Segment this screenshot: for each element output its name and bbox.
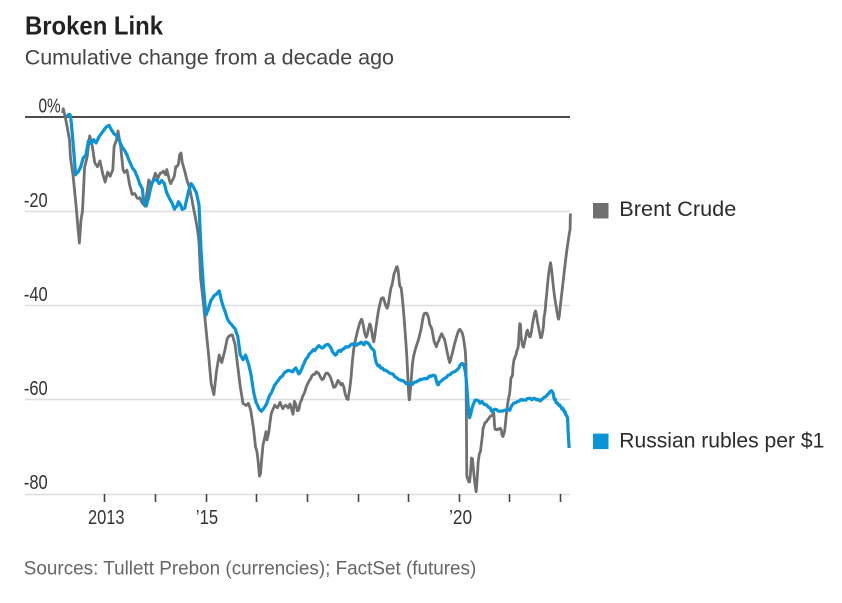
svg-text:-20: -20 bbox=[24, 190, 48, 212]
svg-text:Russian rubles per $1: Russian rubles per $1 bbox=[619, 429, 824, 452]
svg-text:-40: -40 bbox=[24, 284, 48, 306]
svg-text:Broken Link: Broken Link bbox=[25, 11, 163, 41]
svg-text:0%: 0% bbox=[39, 96, 61, 118]
svg-text:’20: ’20 bbox=[449, 507, 472, 529]
svg-text:2013: 2013 bbox=[88, 507, 125, 529]
svg-text:Brent Crude: Brent Crude bbox=[619, 198, 736, 221]
svg-text:-60: -60 bbox=[24, 378, 48, 400]
svg-text:’15: ’15 bbox=[196, 507, 218, 529]
svg-text:Sources: Tullett Prebon (curre: Sources: Tullett Prebon (currencies); Fa… bbox=[24, 558, 477, 580]
svg-text:-80: -80 bbox=[24, 472, 48, 494]
svg-text:Cumulative change from a decad: Cumulative change from a decade ago bbox=[25, 45, 394, 69]
